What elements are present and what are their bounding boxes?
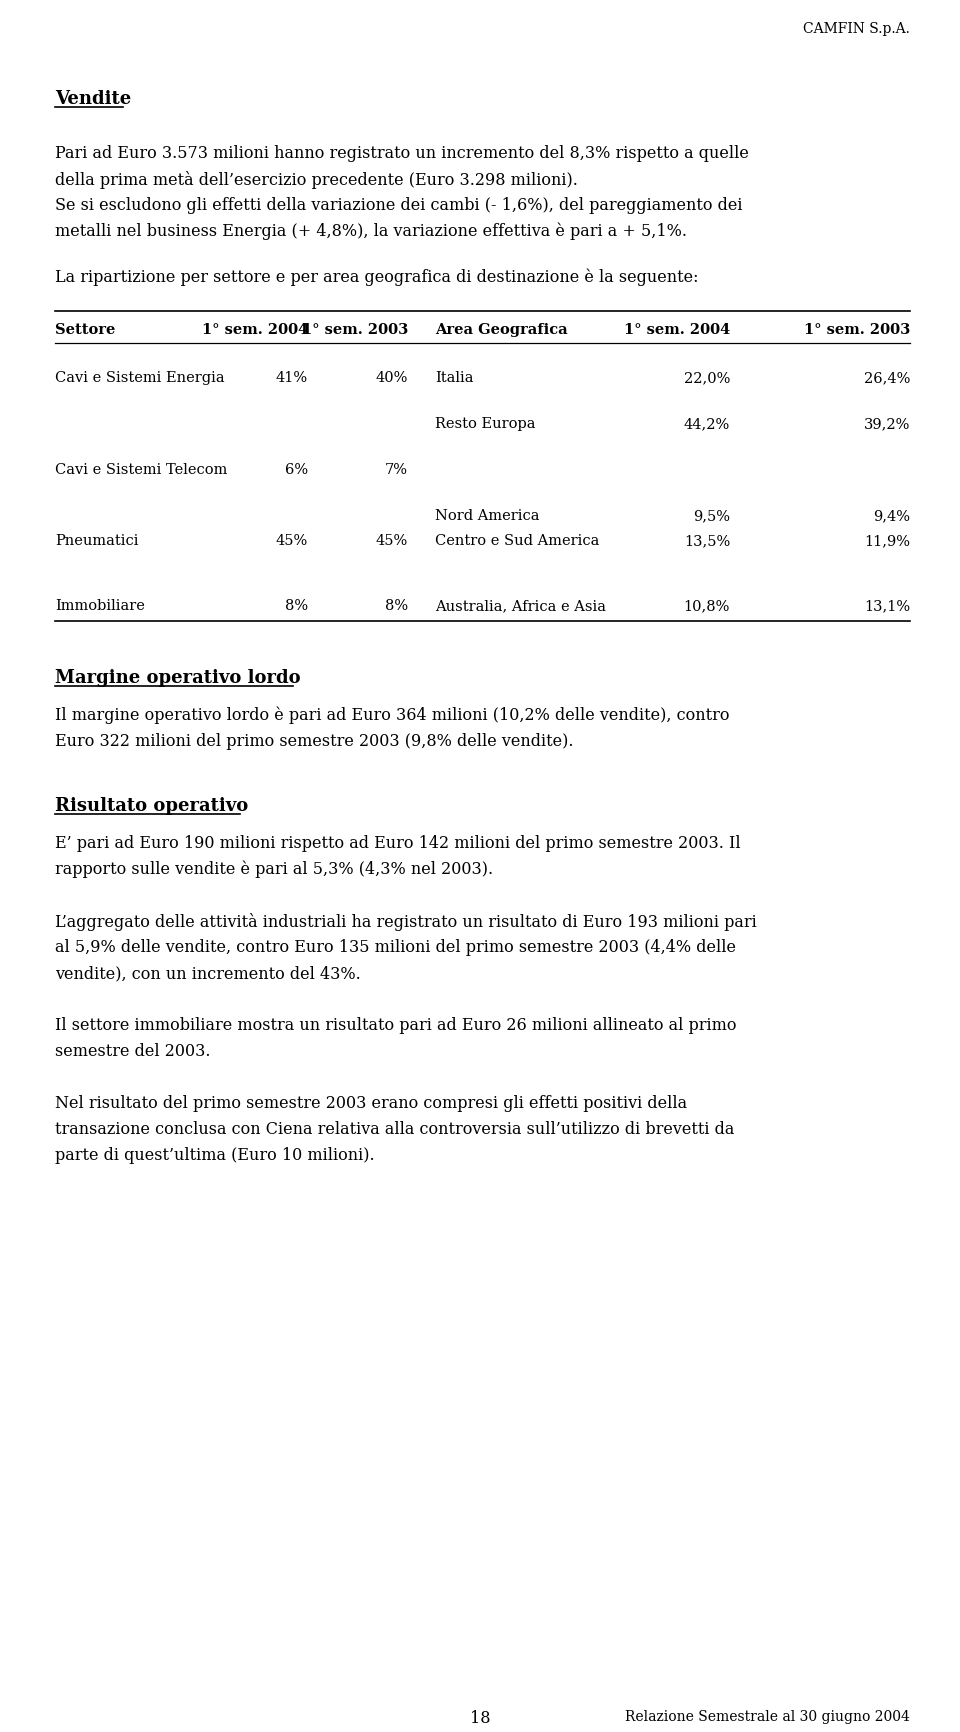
Text: 10,8%: 10,8% — [684, 599, 730, 613]
Text: transazione conclusa con Ciena relativa alla controversia sull’utilizzo di breve: transazione conclusa con Ciena relativa … — [55, 1121, 734, 1138]
Text: Immobiliare: Immobiliare — [55, 599, 145, 613]
Text: 26,4%: 26,4% — [864, 371, 910, 385]
Text: Settore: Settore — [55, 322, 115, 338]
Text: Nel risultato del primo semestre 2003 erano compresi gli effetti positivi della: Nel risultato del primo semestre 2003 er… — [55, 1095, 687, 1112]
Text: Cavi e Sistemi Telecom: Cavi e Sistemi Telecom — [55, 462, 228, 476]
Text: Centro e Sud America: Centro e Sud America — [435, 533, 599, 547]
Text: 40%: 40% — [375, 371, 408, 385]
Text: 18: 18 — [469, 1709, 491, 1727]
Text: Vendite: Vendite — [55, 90, 132, 107]
Text: Il settore immobiliare mostra un risultato pari ad Euro 26 milioni allineato al : Il settore immobiliare mostra un risulta… — [55, 1017, 736, 1034]
Text: metalli nel business Energia (+ 4,8%), la variazione effettiva è pari a + 5,1%.: metalli nel business Energia (+ 4,8%), l… — [55, 223, 687, 241]
Text: CAMFIN S.p.A.: CAMFIN S.p.A. — [804, 23, 910, 36]
Text: Italia: Italia — [435, 371, 473, 385]
Text: della prima metà dell’esercizio precedente (Euro 3.298 milioni).: della prima metà dell’esercizio preceden… — [55, 171, 578, 189]
Text: 11,9%: 11,9% — [864, 533, 910, 547]
Text: E’ pari ad Euro 190 milioni rispetto ad Euro 142 milioni del primo semestre 2003: E’ pari ad Euro 190 milioni rispetto ad … — [55, 835, 740, 852]
Text: 8%: 8% — [285, 599, 308, 613]
Text: 1° sem. 2003: 1° sem. 2003 — [301, 322, 408, 338]
Text: 45%: 45% — [375, 533, 408, 547]
Text: Pari ad Euro 3.573 milioni hanno registrato un incremento del 8,3% rispetto a qu: Pari ad Euro 3.573 milioni hanno registr… — [55, 145, 749, 163]
Text: Australia, Africa e Asia: Australia, Africa e Asia — [435, 599, 606, 613]
Text: 13,1%: 13,1% — [864, 599, 910, 613]
Text: Cavi e Sistemi Energia: Cavi e Sistemi Energia — [55, 371, 225, 385]
Text: Se si escludono gli effetti della variazione dei cambi (- 1,6%), del pareggiamen: Se si escludono gli effetti della variaz… — [55, 197, 742, 215]
Text: 7%: 7% — [385, 462, 408, 476]
Text: 44,2%: 44,2% — [684, 417, 730, 431]
Text: 6%: 6% — [285, 462, 308, 476]
Text: Nord America: Nord America — [435, 509, 540, 523]
Text: 39,2%: 39,2% — [864, 417, 910, 431]
Text: 1° sem. 2004: 1° sem. 2004 — [202, 322, 308, 338]
Text: Pneumatici: Pneumatici — [55, 533, 138, 547]
Text: L’aggregato delle attività industriali ha registrato un risultato di Euro 193 mi: L’aggregato delle attività industriali h… — [55, 913, 756, 932]
Text: Area Geografica: Area Geografica — [435, 322, 567, 338]
Text: Euro 322 milioni del primo semestre 2003 (9,8% delle vendite).: Euro 322 milioni del primo semestre 2003… — [55, 733, 573, 750]
Text: Il margine operativo lordo è pari ad Euro 364 milioni (10,2% delle vendite), con: Il margine operativo lordo è pari ad Eur… — [55, 707, 730, 724]
Text: 22,0%: 22,0% — [684, 371, 730, 385]
Text: rapporto sulle vendite è pari al 5,3% (4,3% nel 2003).: rapporto sulle vendite è pari al 5,3% (4… — [55, 861, 493, 878]
Text: al 5,9% delle vendite, contro Euro 135 milioni del primo semestre 2003 (4,4% del: al 5,9% delle vendite, contro Euro 135 m… — [55, 939, 736, 956]
Text: vendite), con un incremento del 43%.: vendite), con un incremento del 43%. — [55, 965, 361, 982]
Text: Resto Europa: Resto Europa — [435, 417, 536, 431]
Text: Risultato operativo: Risultato operativo — [55, 797, 249, 816]
Text: semestre del 2003.: semestre del 2003. — [55, 1043, 210, 1060]
Text: 9,4%: 9,4% — [873, 509, 910, 523]
Text: 13,5%: 13,5% — [684, 533, 730, 547]
Text: 41%: 41% — [276, 371, 308, 385]
Text: 45%: 45% — [276, 533, 308, 547]
Text: Relazione Semestrale al 30 giugno 2004: Relazione Semestrale al 30 giugno 2004 — [625, 1709, 910, 1723]
Text: La ripartizione per settore e per area geografica di destinazione è la seguente:: La ripartizione per settore e per area g… — [55, 268, 699, 286]
Text: parte di quest’ultima (Euro 10 milioni).: parte di quest’ultima (Euro 10 milioni). — [55, 1147, 374, 1164]
Text: 8%: 8% — [385, 599, 408, 613]
Text: 1° sem. 2003: 1° sem. 2003 — [804, 322, 910, 338]
Text: Margine operativo lordo: Margine operativo lordo — [55, 669, 300, 688]
Text: 9,5%: 9,5% — [693, 509, 730, 523]
Text: 1° sem. 2004: 1° sem. 2004 — [624, 322, 730, 338]
